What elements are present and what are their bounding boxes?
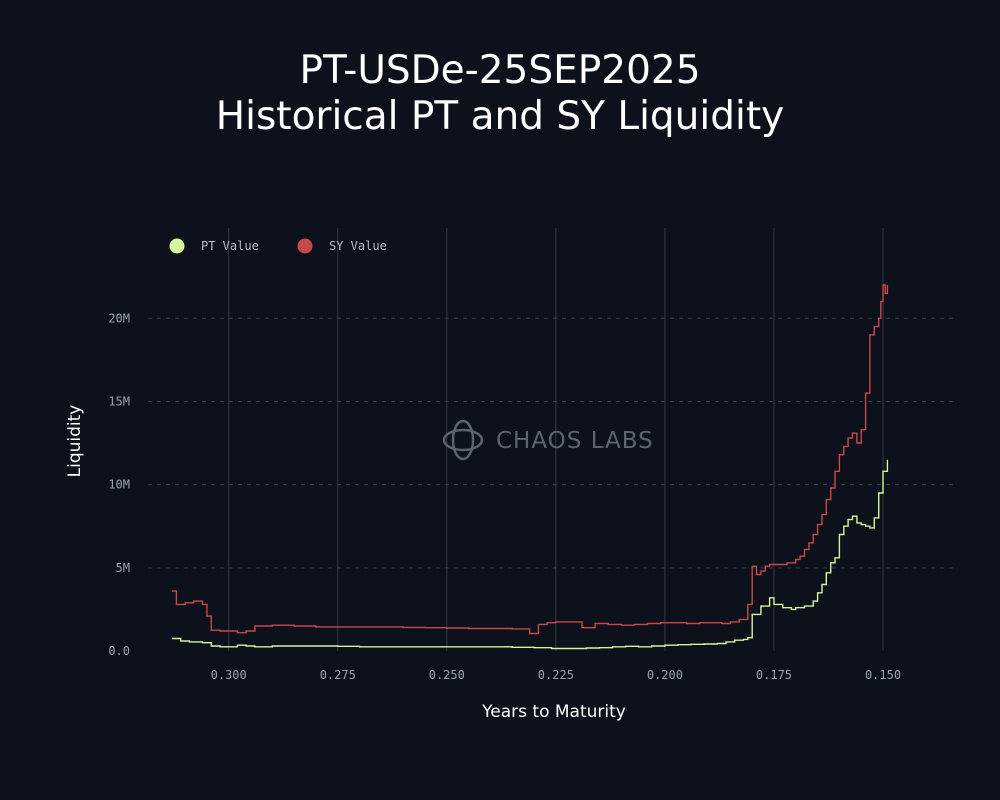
- x-tick-label: 0.275: [320, 668, 356, 682]
- x-tick-label: 0.225: [538, 668, 574, 682]
- watermark: CHAOS LABS: [442, 419, 654, 461]
- y-tick-label: 0.0: [108, 644, 130, 658]
- chaos-labs-logo-icon: [442, 419, 484, 461]
- y-tick-label: 15M: [108, 394, 130, 408]
- legend: PT Value SY Value: [169, 238, 387, 254]
- x-tick-label: 0.150: [865, 668, 901, 682]
- y-axis-label: Liquidity: [65, 405, 85, 478]
- grid-layer: [148, 228, 955, 651]
- legend-label-sy-value: SY Value: [329, 239, 387, 253]
- legend-marker-pt-value: [169, 238, 185, 254]
- chart-title: PT-USDe-25SEP2025 Historical PT and SY L…: [0, 48, 1000, 140]
- series-line-sy-value: [172, 284, 889, 635]
- y-tick-label: 5M: [116, 561, 130, 575]
- x-tick-label: 0.200: [647, 668, 683, 682]
- series-line-pt-value: [172, 459, 889, 650]
- x-tick-label: 0.300: [211, 668, 247, 682]
- x-axis-label: Years to Maturity: [481, 702, 626, 722]
- chart-title-line-2: Historical PT and SY Liquidity: [215, 94, 785, 139]
- chart-title-line-1: PT-USDe-25SEP2025: [299, 48, 701, 93]
- x-tick-label: 0.250: [429, 668, 465, 682]
- series-layer: [172, 284, 889, 650]
- legend-label-pt-value: PT Value: [201, 239, 259, 253]
- watermark-text: CHAOS LABS: [496, 428, 654, 454]
- legend-marker-sy-value: [297, 238, 313, 254]
- y-tick-label: 20M: [108, 311, 130, 325]
- tick-layer: 0.0 5M 10M 15M 20M 0.300 0.275 0.250 0.225 0.200 0…: [108, 311, 901, 682]
- x-tick-label: 0.175: [756, 668, 792, 682]
- y-tick-label: 10M: [108, 478, 130, 492]
